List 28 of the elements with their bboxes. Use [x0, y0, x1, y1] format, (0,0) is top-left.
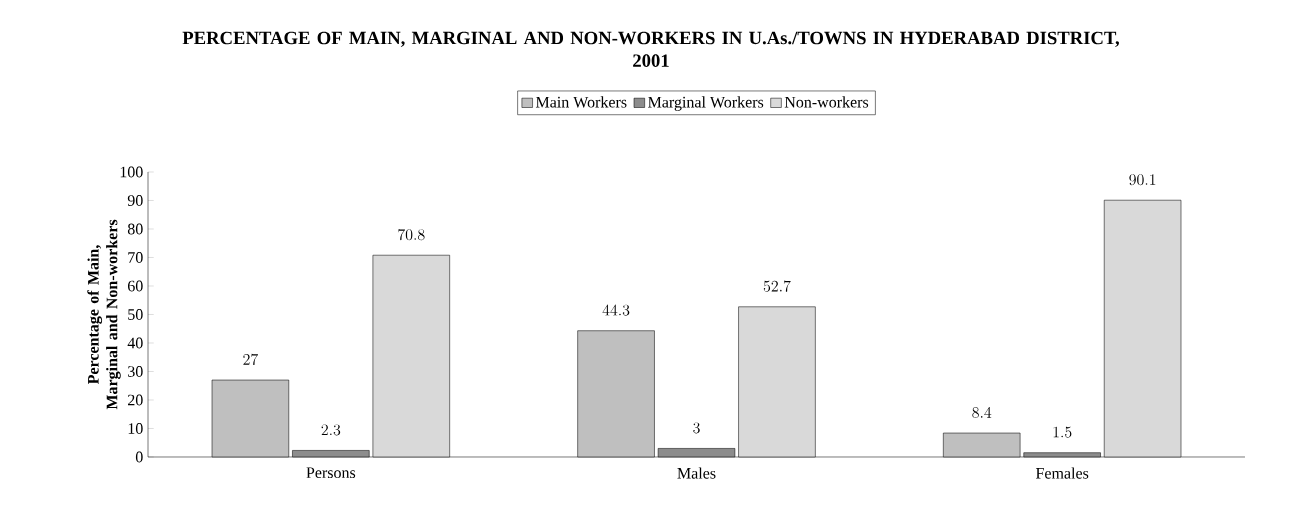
legend-label: Marginal Workers [648, 96, 764, 111]
y-tick-label: 70 [128, 252, 143, 263]
y-tick-label: 90 [127, 195, 143, 206]
y-tick-label: 10 [128, 423, 143, 434]
y-axis-title: Percentage of Main, Marginal and Non-workers [87, 219, 121, 410]
y-tick-label: 50 [128, 309, 143, 320]
y-tick-label: 60 [127, 280, 143, 292]
y-tick-label: 30 [128, 366, 143, 377]
data-label: 70.8 [398, 229, 425, 241]
data-label: 90. 1 [1129, 174, 1156, 186]
data-label: 44.3 [602, 304, 630, 316]
y-tick-label: 40 [127, 337, 143, 349]
data-label: 52.7 [763, 280, 791, 292]
data-label: 1 .5 [1053, 426, 1072, 438]
data-label: 2.3 [321, 424, 341, 436]
data-label: 3 [693, 422, 700, 434]
x-tick-label: Males [677, 467, 716, 479]
legend-label: Main Workers [535, 96, 627, 108]
x-tick-label: Females [1035, 467, 1089, 479]
data-label: 8.4 [972, 406, 992, 418]
x-tick-label: Persons [306, 467, 356, 479]
legend-label: Non-workers [784, 96, 869, 108]
y-tick-label: 80 [127, 223, 143, 235]
data-label: 27 [243, 353, 258, 365]
y-tick-label: 20 [128, 394, 143, 406]
y-tick-label: 0 [135, 451, 143, 463]
y-tick-label: 100 [120, 166, 143, 178]
chart-title: PERCENTAGE OF MAIN, MARGINAL AND NON-WORKERS IN U.As./TOWNS IN HYDERABAD DISTRICT, 2001 [182, 31, 1119, 67]
